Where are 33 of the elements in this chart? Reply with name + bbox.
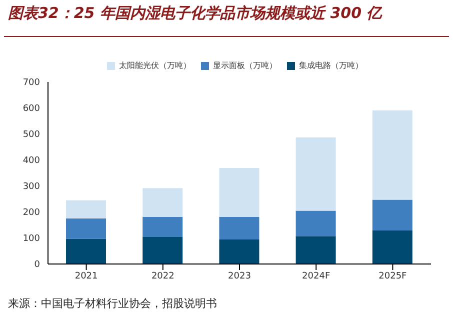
- bar: [372, 200, 412, 230]
- x-tick-label: 2022: [151, 271, 174, 282]
- y-tick-label: 600: [22, 104, 40, 114]
- y-tick-label: 500: [22, 130, 40, 140]
- bar: [142, 216, 183, 237]
- bar: [142, 188, 183, 217]
- y-tick-label: 300: [22, 182, 40, 192]
- bar: [372, 230, 412, 264]
- legend-label: 太阳能光伏（万吨）: [119, 61, 191, 70]
- y-tick-label: 700: [22, 78, 40, 88]
- bar: [66, 218, 106, 239]
- legend-label: 显示面板（万吨）: [213, 61, 277, 70]
- bar: [296, 210, 336, 236]
- bar: [296, 236, 336, 264]
- bar: [219, 216, 260, 240]
- bar: [219, 168, 260, 217]
- bar: [66, 238, 106, 264]
- y-tick-label: 0: [34, 260, 40, 270]
- chart-title: 图表32：25 年国内湿电子化学品市场规模或近 300 亿: [8, 4, 382, 23]
- y-tick-label: 400: [22, 156, 40, 166]
- y-tick-label: 200: [22, 208, 40, 218]
- x-tick-label: 2024F: [302, 271, 330, 282]
- x-tick-label: 2021: [74, 271, 98, 282]
- x-tick-label: 2025F: [378, 271, 407, 282]
- bar: [219, 240, 260, 264]
- bar: [372, 110, 412, 200]
- bar: [296, 137, 336, 211]
- bar: [142, 236, 183, 264]
- y-tick-label: 100: [22, 234, 40, 244]
- bar: [66, 200, 106, 218]
- x-tick-label: 2023: [228, 271, 251, 282]
- legend-label: 集成电路（万吨）: [299, 61, 363, 70]
- source-note: 来源：中国电子材料行业协会，招股说明书: [8, 296, 217, 311]
